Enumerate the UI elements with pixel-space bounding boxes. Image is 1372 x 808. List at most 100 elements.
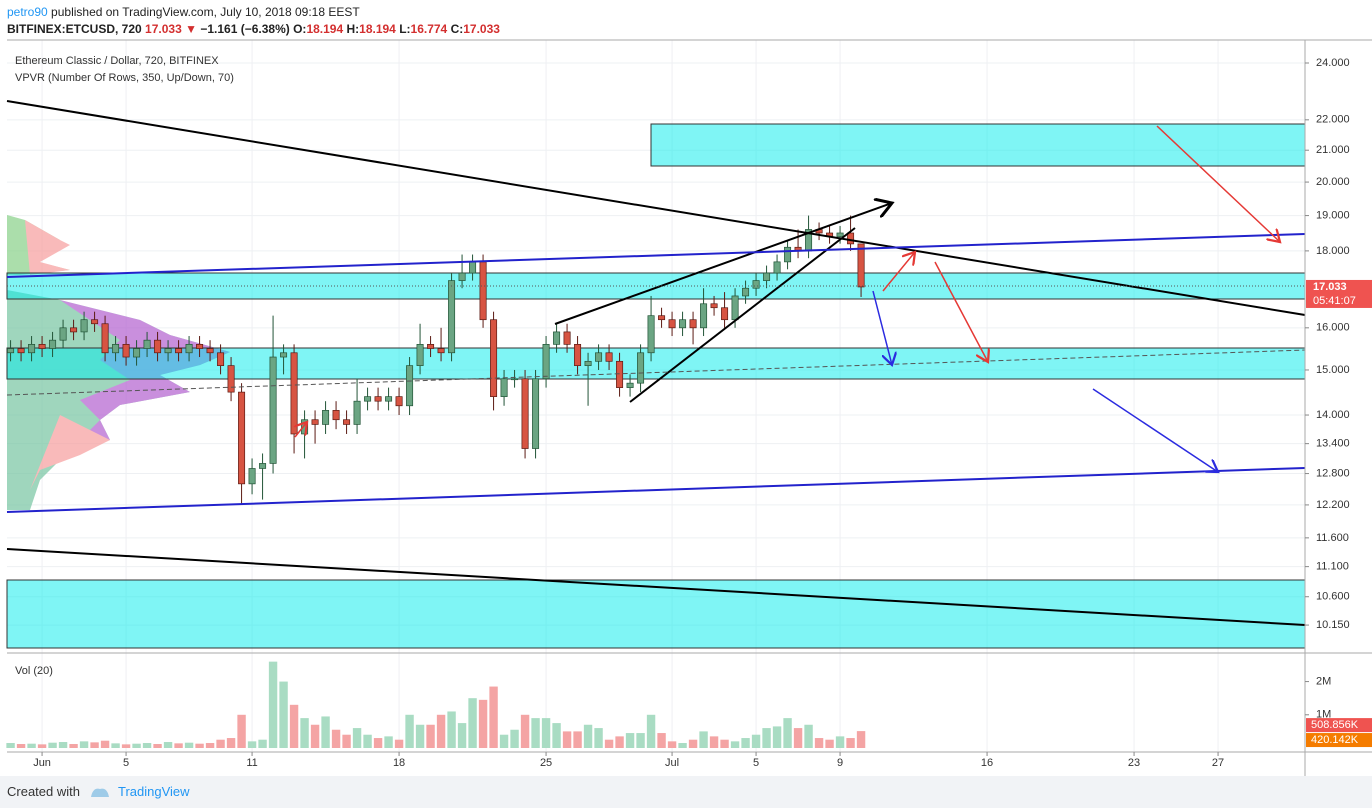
quote-line: BITFINEX:ETCUSD, 720 17.033 ▼ −1.161 (−6… — [7, 21, 500, 38]
high-label: H: — [346, 22, 360, 36]
volume-bar — [436, 714, 446, 748]
candle-body — [17, 348, 25, 354]
trendline — [629, 227, 856, 403]
volume-bar — [825, 739, 834, 748]
volume-bar — [331, 729, 341, 748]
change-pct: (−6.38%) — [240, 22, 290, 36]
candle-body — [458, 272, 466, 281]
volume-bar — [174, 743, 183, 748]
brand[interactable]: TradingView — [118, 784, 190, 799]
volume-bar — [6, 743, 15, 748]
zones — [6, 123, 1306, 649]
candle-body — [248, 468, 256, 485]
candle-body — [857, 243, 865, 288]
candle-body — [721, 307, 729, 321]
volume-bar — [216, 739, 225, 748]
candles — [6, 215, 866, 748]
volume-label-box — [1306, 733, 1372, 748]
y-tick-label: 24.000 — [1316, 57, 1350, 69]
candle-body — [175, 348, 183, 354]
candle-body — [574, 344, 582, 366]
candle-body — [332, 410, 340, 421]
candle-body — [469, 261, 477, 274]
volume-bar — [804, 724, 813, 748]
open-label: O: — [293, 22, 307, 36]
volume-bar — [667, 741, 677, 748]
zone — [650, 123, 1306, 167]
volume-bar — [48, 742, 57, 748]
x-tick-label: 23 — [1128, 757, 1140, 769]
candle-body — [185, 344, 193, 354]
volume-bar — [814, 738, 824, 748]
volume-bar — [342, 734, 351, 748]
volume-bar — [163, 742, 173, 748]
close: 17.033 — [463, 22, 500, 36]
volume-bar — [384, 736, 393, 748]
candle-body — [259, 463, 267, 469]
candle-body — [731, 295, 739, 321]
blue-arrow — [1092, 388, 1218, 472]
volume-bar — [205, 743, 215, 748]
blue-arrow — [872, 290, 892, 365]
volume-bar — [552, 723, 561, 748]
volume-bar — [195, 743, 204, 748]
volume-bar — [541, 718, 551, 748]
candle-body — [773, 261, 781, 274]
volume-bar — [394, 739, 404, 748]
y-tick-label: 10.150 — [1316, 619, 1350, 631]
publisher[interactable]: petro90 — [7, 5, 48, 19]
countdown: 05:41:07 — [1313, 295, 1356, 307]
volume-bar — [352, 728, 362, 748]
red-arrow — [1156, 125, 1280, 242]
volume-bar — [846, 738, 855, 748]
candle-body — [416, 344, 424, 366]
volume-bar — [268, 661, 278, 748]
y-tick-label: 14.000 — [1316, 409, 1350, 421]
y-tick-label: 20.000 — [1316, 176, 1350, 188]
volume-bar — [100, 740, 110, 748]
candle-body — [626, 382, 634, 388]
labels: 24.000 22.000 21.000 20.000 19.000 18.000 16.0… — [33, 57, 1372, 769]
volume-bar — [184, 742, 194, 748]
candle-body — [511, 378, 519, 381]
volume-tick-label: 1M — [1316, 709, 1331, 721]
y-tick-label: 12.200 — [1316, 499, 1350, 511]
candle-body — [364, 396, 372, 402]
channel-line — [6, 467, 1306, 513]
x-tick-label: 16 — [981, 757, 993, 769]
volume-bar — [237, 714, 246, 748]
volume-bar — [37, 744, 47, 748]
volume-bar — [741, 738, 750, 748]
candle-body — [605, 352, 613, 362]
candle-body — [154, 339, 162, 354]
profile-shape — [30, 415, 110, 490]
y-tick-label: 11.600 — [1316, 532, 1349, 544]
volume-bar — [604, 739, 614, 748]
volume-bar — [699, 731, 708, 748]
candle-body — [206, 348, 214, 354]
y-tick-label: 12.800 — [1316, 467, 1350, 479]
volume-bar — [772, 726, 782, 748]
volume-bar — [321, 716, 330, 748]
volume-bar — [573, 731, 582, 748]
chart-title: Ethereum Classic / Dollar, 720, BITFINEX — [15, 55, 219, 67]
candle-body — [563, 331, 571, 345]
candle-body — [427, 344, 435, 349]
candle-body — [38, 344, 46, 349]
candle-body — [164, 348, 172, 354]
candle-body — [91, 319, 99, 325]
x-tick-label: 9 — [837, 757, 843, 769]
volume-bar — [153, 744, 162, 748]
volume-bar — [657, 733, 666, 748]
volume-bar — [300, 718, 309, 748]
volume-bar — [142, 743, 152, 748]
candle-body — [836, 232, 844, 237]
candle-body — [689, 319, 697, 329]
candle-body — [647, 315, 655, 354]
volume-bar — [835, 736, 845, 748]
candle-body — [553, 331, 561, 345]
y-tick-label: 19.000 — [1316, 209, 1350, 221]
y-tick-label: 11.100 — [1316, 561, 1349, 573]
candle-body — [668, 319, 676, 329]
